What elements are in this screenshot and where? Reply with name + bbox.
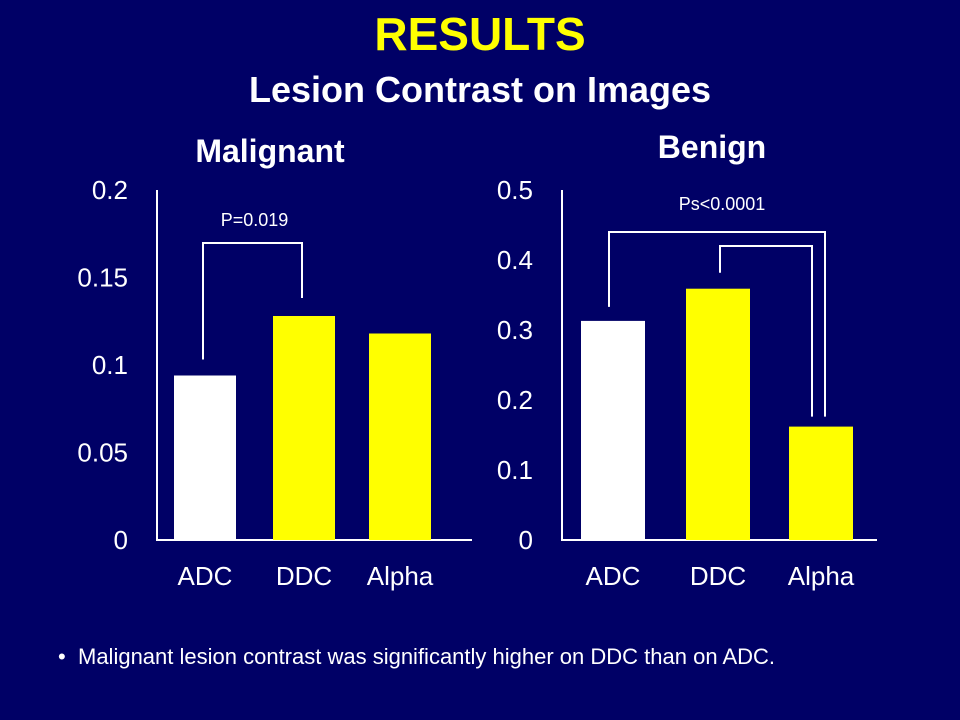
bar-charts: Malignant 0 0.05 0.1 0.15 0.2 ADC DDC Alpha Benig… <box>77 129 877 591</box>
chart-benign-ytick-label: 0.1 <box>497 455 533 485</box>
chart-benign-ytick-label: 0.4 <box>497 245 533 275</box>
chart-benign-ytick-label: 0.3 <box>497 315 533 345</box>
chart-malignant-category-label: ADC <box>178 561 233 591</box>
footnote: • Malignant lesion contrast was significa… <box>58 642 948 672</box>
chart-malignant-category-label: DDC <box>276 561 332 591</box>
chart-benign-title: Benign <box>658 129 766 165</box>
chart-malignant-category-label: Alpha <box>367 561 434 591</box>
chart-malignant-ytick-label: 0 <box>114 525 128 555</box>
chart-benign-category-label: Alpha <box>788 561 855 591</box>
chart-malignant-bar-adc <box>174 375 236 540</box>
chart-malignant-significance-bracket <box>202 242 303 360</box>
chart-benign-bar-alpha <box>789 426 853 540</box>
slide-subtitle: Lesion Contrast on Images <box>248 69 712 110</box>
chart-benign-category-label: ADC <box>586 561 641 591</box>
chart-malignant-ytick-label: 0.2 <box>92 175 128 205</box>
chart-benign-ytick-label: 0.5 <box>497 175 533 205</box>
bullet-icon: • <box>58 644 66 669</box>
chart-benign-bar-adc <box>581 320 645 540</box>
slide-title: RESULTS <box>374 8 586 60</box>
chart-benign-ytick-label: 0.2 <box>497 385 533 415</box>
chart-benign-bracket-adc-alpha <box>608 231 826 417</box>
footnote-text: Malignant lesion contrast was significan… <box>78 644 776 669</box>
chart-malignant-title: Malignant <box>195 133 345 169</box>
chart-benign-ytick-label: 0 <box>519 525 533 555</box>
chart-benign-bracket-ddc-alpha <box>719 245 813 417</box>
chart-benign-category-label: DDC <box>690 561 746 591</box>
chart-benign-significance-label: Ps<0.0001 <box>679 194 766 214</box>
chart-malignant-bar-alpha <box>369 333 431 540</box>
chart-malignant-ytick-label: 0.15 <box>77 263 128 293</box>
chart-malignant-ytick-label: 0.1 <box>92 350 128 380</box>
chart-malignant-bar-ddc <box>273 316 335 540</box>
chart-benign-bar-ddc <box>686 288 750 540</box>
chart-malignant-ytick-label: 0.05 <box>77 438 128 468</box>
chart-malignant-significance-label: P=0.019 <box>221 210 289 230</box>
